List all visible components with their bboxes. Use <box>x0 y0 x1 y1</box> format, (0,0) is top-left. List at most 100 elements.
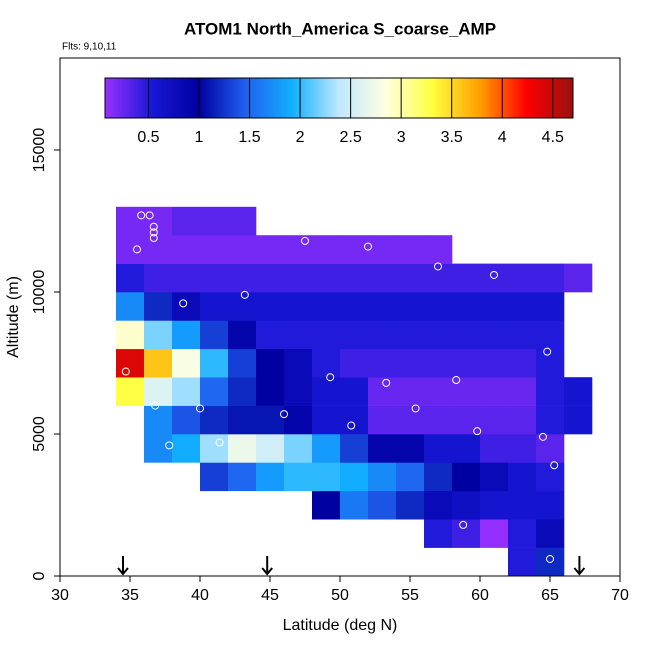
sample-point <box>215 438 224 447</box>
heat-cell <box>368 235 397 264</box>
heat-cell <box>508 519 537 548</box>
heat-cell <box>312 263 341 293</box>
heat-cell <box>424 292 453 321</box>
colorbar-tick-label: 4 <box>498 129 507 146</box>
heat-cell <box>256 348 285 378</box>
heat-cell <box>200 235 229 264</box>
heat-cell <box>508 547 537 577</box>
heat-cell <box>508 434 537 463</box>
sample-point <box>121 367 130 376</box>
heat-cell <box>284 462 313 492</box>
heat-cell <box>536 320 565 350</box>
sample-point <box>149 222 158 231</box>
heat-cell <box>284 377 313 406</box>
heat-cell <box>312 235 341 264</box>
heat-cell <box>508 377 537 406</box>
heat-cell <box>228 320 257 350</box>
colorbar-tick-label: 1 <box>195 129 204 146</box>
x-tick-label: 40 <box>191 587 209 604</box>
heat-cell <box>424 519 453 548</box>
sample-point <box>145 211 154 220</box>
heat-cell <box>172 292 201 321</box>
heat-cell <box>284 263 313 293</box>
heat-cell <box>284 405 313 435</box>
sample-point <box>179 299 188 308</box>
x-tick-label: 55 <box>401 587 419 604</box>
heat-cell <box>480 519 509 548</box>
heat-cell <box>256 292 285 321</box>
heat-cell <box>368 490 397 520</box>
heat-cell <box>144 405 173 435</box>
heat-cell <box>452 462 481 492</box>
heat-cell <box>340 292 369 321</box>
heat-cell <box>424 235 453 264</box>
colorbar-tick-label: 0.5 <box>137 129 159 146</box>
heat-cell <box>340 263 369 293</box>
heat-cell <box>424 377 453 406</box>
heat-cell <box>424 405 453 435</box>
heat-cell <box>480 263 509 293</box>
heat-cell <box>536 434 565 463</box>
sample-point <box>459 520 468 529</box>
sample-point <box>473 427 482 436</box>
heat-cell <box>368 377 397 406</box>
heat-cell <box>312 320 341 350</box>
colorbar-tick-label: 2.5 <box>339 129 361 146</box>
heat-cell <box>172 405 201 435</box>
heat-cell <box>452 320 481 350</box>
sample-point <box>196 404 204 413</box>
heat-cell <box>368 292 397 321</box>
heat-cell <box>284 292 313 321</box>
heat-cell <box>536 263 565 293</box>
heat-cell <box>116 235 145 264</box>
sample-point <box>550 461 559 470</box>
heat-cell <box>536 519 565 548</box>
heat-cell <box>480 377 509 406</box>
sample-point <box>452 376 461 385</box>
heat-cell <box>172 263 201 293</box>
colorbar-tick-label: 3 <box>397 129 406 146</box>
heat-cell <box>564 377 593 406</box>
sample-point <box>434 262 442 271</box>
heat-cell <box>144 206 173 236</box>
heat-cell <box>228 263 257 293</box>
y-tick-label: 5000 <box>31 416 48 452</box>
colorbar <box>104 77 574 119</box>
heat-cell <box>396 263 425 293</box>
heat-cell <box>116 292 145 321</box>
sample-point <box>543 347 552 356</box>
sample-point <box>301 236 309 245</box>
sample-point <box>280 410 288 419</box>
heat-cell <box>228 434 257 463</box>
heat-cell <box>256 320 285 350</box>
heat-cell <box>452 263 481 293</box>
heat-cell <box>508 292 537 321</box>
heat-cell <box>312 377 341 406</box>
x-tick-label: 60 <box>471 587 489 604</box>
sample-point <box>151 401 160 410</box>
heat-cell <box>312 490 341 520</box>
x-tick-label: 65 <box>541 587 559 604</box>
heat-cell <box>480 405 509 435</box>
heat-cell <box>424 263 453 293</box>
sample-point <box>539 432 547 441</box>
sample-point <box>546 554 554 563</box>
heat-cell <box>144 235 173 264</box>
heat-cell <box>564 263 593 293</box>
heat-cell <box>396 490 425 520</box>
heat-cell <box>480 434 509 463</box>
heat-cell <box>172 434 201 463</box>
heat-cell <box>508 462 537 492</box>
flight-arrow <box>117 556 129 576</box>
heat-cell <box>368 320 397 350</box>
heat-cell <box>424 320 453 350</box>
x-tick-label: 35 <box>121 587 139 604</box>
heat-cell <box>396 405 425 435</box>
heat-cell <box>284 348 313 378</box>
heat-cell <box>256 235 285 264</box>
heat-cell <box>368 405 397 435</box>
heat-cell <box>200 462 229 492</box>
flight-arrow <box>573 556 586 576</box>
heat-cell <box>424 462 453 492</box>
heat-cell <box>396 235 425 264</box>
